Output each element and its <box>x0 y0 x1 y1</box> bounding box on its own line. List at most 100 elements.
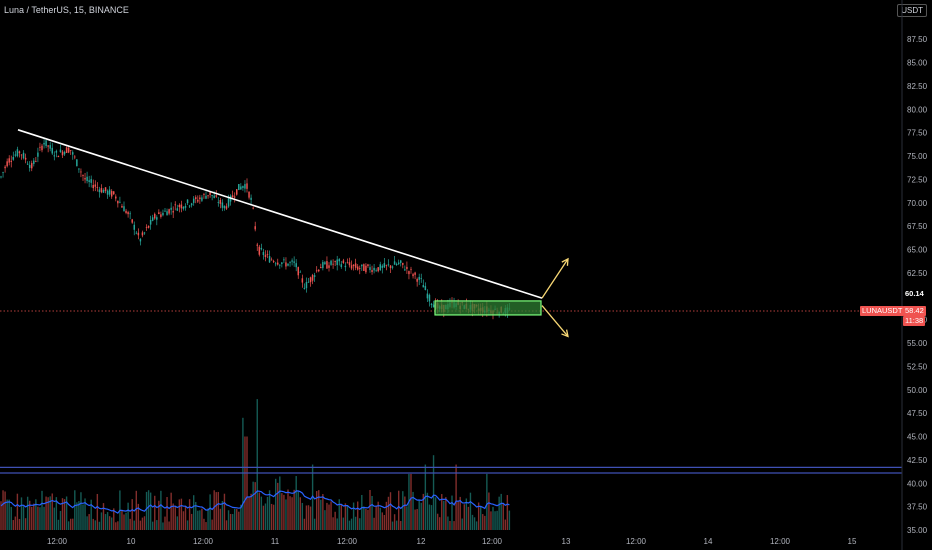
volume-bar <box>76 502 78 530</box>
candle-body <box>367 264 369 267</box>
volume-bar <box>371 495 373 530</box>
volume-bar <box>301 502 304 530</box>
volume-bar <box>129 518 131 530</box>
volume-bar <box>176 516 178 530</box>
volume-bar <box>393 514 396 530</box>
candle-body <box>242 186 244 188</box>
volume-bar <box>100 512 103 530</box>
candle-body <box>256 244 258 246</box>
candle-body <box>154 213 156 219</box>
volume-bar <box>428 504 431 530</box>
volume-bar <box>297 491 299 530</box>
x-tick-label: 12:00 <box>482 537 503 546</box>
volume-bar <box>143 516 146 530</box>
volume-bar <box>498 496 500 530</box>
candle-body <box>307 281 310 283</box>
volume-bar <box>246 436 248 530</box>
volume-bar <box>106 512 109 530</box>
candle-body <box>315 270 318 272</box>
y-tick-label: 37.50 <box>907 503 928 512</box>
volume-bar <box>385 501 388 530</box>
volume-bar <box>346 505 349 530</box>
candle-body <box>389 265 392 269</box>
candle-body <box>297 267 299 276</box>
volume-bar <box>383 514 386 530</box>
volume-bar <box>279 476 281 530</box>
candle-body <box>108 189 111 195</box>
volume-bar <box>174 506 176 530</box>
candle-body <box>252 207 254 209</box>
volume-bar <box>78 501 80 530</box>
candle-body <box>422 285 425 288</box>
candle-body <box>244 184 246 189</box>
chart-title: Luna / TetherUS, 15, BINANCE <box>4 5 129 15</box>
candle-body <box>178 204 181 208</box>
currency-button[interactable]: USDT <box>897 4 927 17</box>
candle-body <box>61 151 64 156</box>
candle-body <box>365 265 367 273</box>
candle-body <box>320 267 322 269</box>
volume-bar <box>154 495 156 530</box>
volume-bar <box>381 512 383 530</box>
candle-body <box>199 197 201 200</box>
y-tick-label: 50.00 <box>907 386 928 395</box>
volume-bar <box>123 514 125 530</box>
candle-body <box>2 172 4 173</box>
candle-body <box>354 263 357 268</box>
volume-bar <box>231 514 234 530</box>
volume-bar <box>213 490 215 530</box>
x-tick-label: 15 <box>848 537 857 546</box>
volume-bar <box>229 513 232 530</box>
volume-bar <box>459 496 461 530</box>
candle-body <box>279 264 281 266</box>
volume-bar <box>299 497 301 530</box>
volume-bar <box>295 476 297 530</box>
candle-body <box>90 179 92 183</box>
candle-body <box>41 145 43 151</box>
volume-bar <box>303 518 306 530</box>
x-tick-label: 12:00 <box>47 537 68 546</box>
candle-body <box>428 294 431 302</box>
candle-body <box>356 266 359 270</box>
candle-body <box>303 287 306 289</box>
volume-bar <box>127 502 129 530</box>
volume-bar <box>31 506 33 530</box>
candle-body <box>98 189 101 193</box>
volume-bar <box>506 495 509 530</box>
volume-bar <box>61 498 64 530</box>
volume-bar <box>496 510 498 530</box>
candle-body <box>22 152 25 159</box>
candle-body <box>262 251 265 256</box>
volume-bar <box>240 504 242 530</box>
candle-body <box>352 264 355 267</box>
candle-body <box>143 232 146 234</box>
candle-body <box>113 191 115 195</box>
candle-body <box>92 185 94 189</box>
candle-body <box>326 261 328 269</box>
volume-bar <box>135 490 137 530</box>
candle-body <box>72 152 74 155</box>
volume-bar <box>406 506 408 530</box>
volume-bar <box>160 490 162 530</box>
candle-body <box>139 238 142 242</box>
volume-bar <box>336 518 338 530</box>
candle-body <box>281 262 283 264</box>
volume-bar <box>430 505 433 530</box>
volume-bar <box>264 503 267 530</box>
candle-body <box>373 267 375 271</box>
volume-bar <box>65 496 68 530</box>
volume-bar <box>211 519 213 530</box>
volume-bar <box>330 501 332 530</box>
volume-bar <box>352 502 355 530</box>
volume-bar <box>457 501 459 530</box>
volume-bar <box>172 503 174 530</box>
candle-body <box>51 147 53 154</box>
candle-body <box>305 282 308 289</box>
volume-bar <box>309 506 312 530</box>
volume-bar <box>217 491 219 530</box>
y-tick-label: 67.50 <box>907 222 928 231</box>
volume-bar <box>18 518 21 530</box>
symbol-badge: LUNAUSDT <box>860 306 905 316</box>
candle-body <box>363 264 365 271</box>
